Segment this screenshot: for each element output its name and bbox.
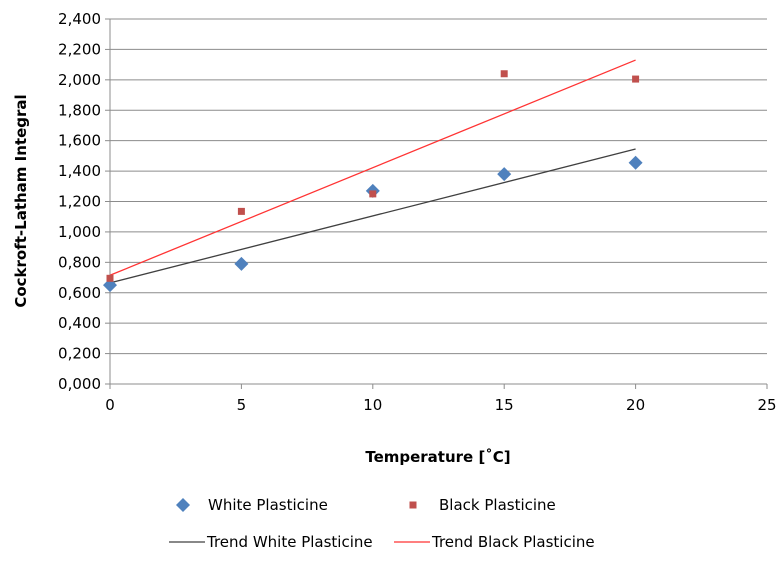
y-tick-label: 0,000 — [58, 375, 101, 393]
legend-label: Black Plasticine — [439, 496, 556, 514]
data-point — [237, 207, 245, 215]
x-tick-label: 10 — [363, 396, 382, 414]
gridlines — [110, 18, 767, 355]
tick-labels: 0,000 0,200 0,400 0,600 0,800 1,000 1,200 1,400… — [58, 10, 777, 414]
legend: White Plasticine Black Plasticine Trend Wh… — [169, 496, 595, 551]
y-tick-label: 0,200 — [58, 345, 101, 363]
y-tick-label: 1,200 — [58, 193, 101, 211]
trend-lines — [109, 59, 636, 284]
data-point — [628, 155, 643, 170]
data-point — [234, 256, 249, 271]
x-tick-label: 0 — [105, 396, 115, 414]
y-tick-label: 0,400 — [58, 314, 101, 332]
legend-swatch — [176, 498, 190, 512]
data-point — [497, 167, 512, 182]
x-tick-label: 20 — [626, 396, 645, 414]
legend-label: Trend White Plasticine — [206, 533, 373, 551]
data-point — [632, 75, 640, 83]
y-tick-label: 2,200 — [58, 40, 101, 58]
y-axis-title: Cockroft-Latham Integral — [12, 94, 30, 307]
data-point — [369, 190, 377, 198]
trend-line — [109, 59, 636, 276]
x-tick-label: 15 — [495, 396, 514, 414]
y-tick-label: 1,400 — [58, 162, 101, 180]
y-tick-label: 0,600 — [58, 284, 101, 302]
y-tick-label: 2,400 — [58, 10, 101, 28]
trend-line — [109, 148, 636, 284]
axes — [105, 18, 768, 389]
data-points — [103, 70, 643, 293]
legend-label: Trend Black Plasticine — [431, 533, 595, 551]
x-tick-label: 5 — [237, 396, 247, 414]
y-tick-label: 1,000 — [58, 223, 101, 241]
data-point — [106, 274, 114, 282]
legend-label: White Plasticine — [208, 496, 328, 514]
y-tick-label: 0,800 — [58, 253, 101, 271]
y-tick-label: 1,600 — [58, 132, 101, 150]
x-axis-title: Temperature [˚C] — [365, 448, 510, 466]
legend-swatch — [409, 501, 417, 509]
x-tick-label: 25 — [757, 396, 776, 414]
data-point — [500, 70, 508, 78]
y-tick-label: 2,000 — [58, 71, 101, 89]
y-tick-label: 1,800 — [58, 101, 101, 119]
